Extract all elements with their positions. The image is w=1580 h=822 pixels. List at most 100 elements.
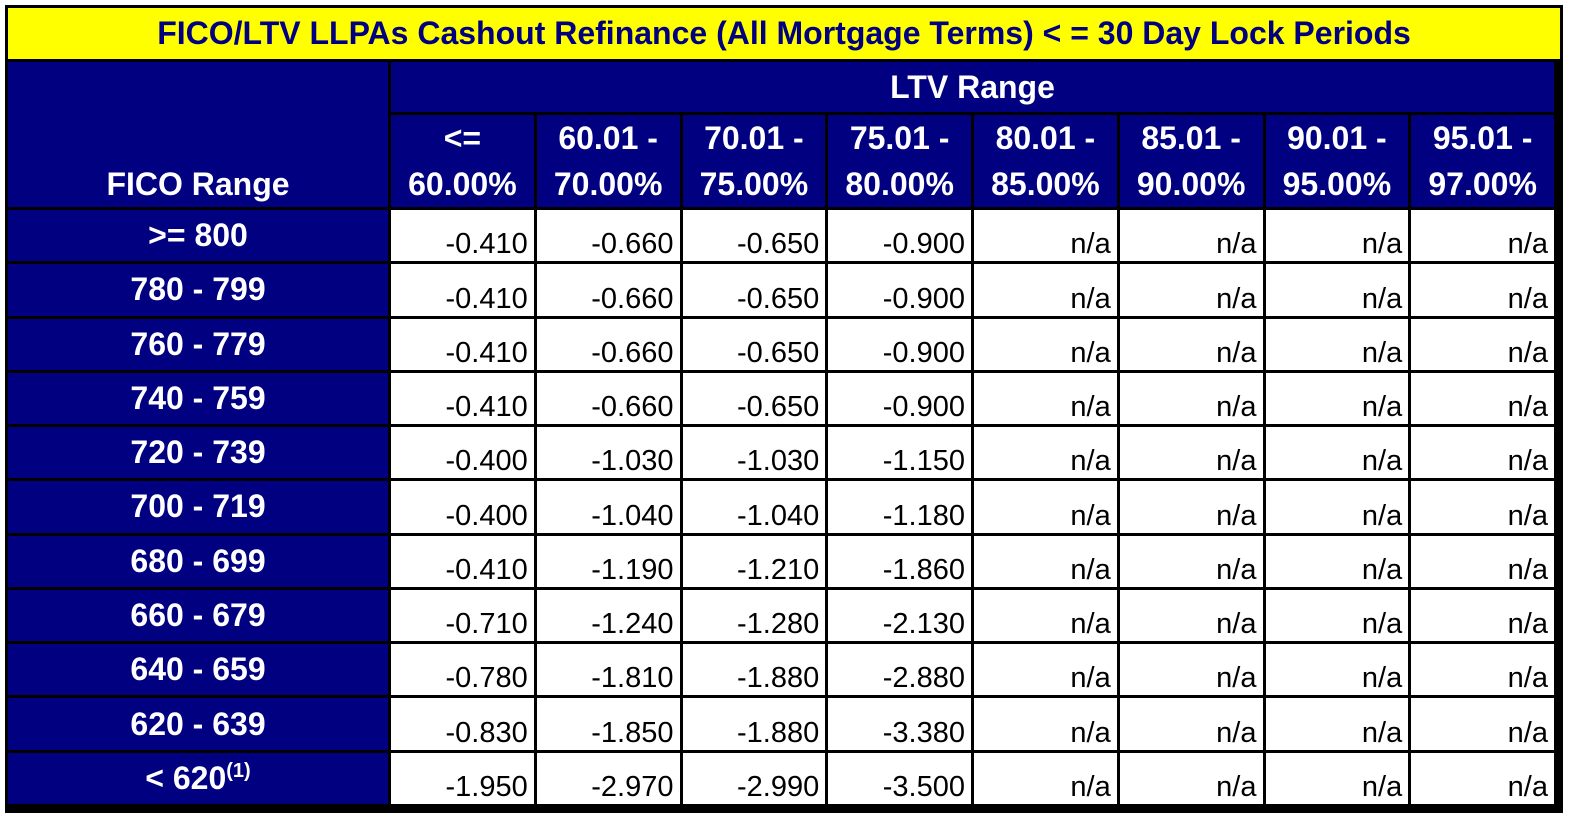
llpa-value-cell: n/a <box>1119 210 1263 262</box>
llpa-value-cell: n/a <box>1119 372 1263 425</box>
fico-range-label: 700 - 719 <box>130 488 266 525</box>
llpa-value-cell: n/a <box>1265 644 1409 696</box>
llpa-value-cell: -0.660 <box>536 372 680 425</box>
llpa-value-cell: -1.880 <box>682 644 826 696</box>
llpa-value-cell: -0.900 <box>828 372 971 425</box>
llpa-value-cell: n/a <box>1411 318 1554 370</box>
llpa-value-cell: n/a <box>1411 481 1554 533</box>
llpa-value-cell: n/a <box>1411 427 1554 479</box>
ltv-column-header-line2: 97.00% <box>1428 166 1537 202</box>
llpa-table: FICO Range LTV Range <= 60.00% 60.01 - 70.0… <box>5 59 1557 807</box>
llpa-value-cell: -1.150 <box>828 427 971 479</box>
llpa-value-cell: -0.410 <box>391 264 534 316</box>
llpa-value-cell: n/a <box>1119 752 1263 804</box>
ltv-column-header: 95.01 - 97.00% <box>1411 115 1554 207</box>
llpa-value-cell: -0.650 <box>682 318 826 370</box>
ltv-column-header-line1: 75.01 - <box>849 120 950 156</box>
llpa-value-cell: -1.030 <box>536 427 680 479</box>
table-title: FICO/LTV LLPAs Cashout Refinance (All Mo… <box>8 8 1560 59</box>
ltv-column-header: 85.01 - 90.00% <box>1119 115 1263 207</box>
llpa-value-cell: -0.900 <box>828 318 971 370</box>
llpa-value-cell: n/a <box>1119 481 1263 533</box>
llpa-value-cell: n/a <box>1119 535 1263 587</box>
fico-range-cell: < 620(1) <box>8 752 388 804</box>
llpa-value-cell: n/a <box>1411 210 1554 262</box>
ltv-column-header-line1: 80.01 - <box>995 120 1096 156</box>
llpa-value-cell: -2.990 <box>682 752 826 804</box>
ltv-column-header: <= 60.00% <box>391 115 534 207</box>
table-row: 660 - 679 -0.710 -1.240 -1.280 -2.130 n/a n/a n… <box>8 589 1554 642</box>
ltv-column-header: 90.01 - 95.00% <box>1265 115 1409 207</box>
llpa-value-cell: n/a <box>1265 589 1409 642</box>
llpa-value-cell: -0.650 <box>682 264 826 316</box>
llpa-value-cell: -0.900 <box>828 264 971 316</box>
llpa-value-cell: -1.180 <box>828 481 971 533</box>
llpa-value-cell: n/a <box>1119 644 1263 696</box>
llpa-value-cell: -0.400 <box>391 481 534 533</box>
llpa-value-cell: -0.660 <box>536 264 680 316</box>
fico-range-label: >= 800 <box>148 217 248 254</box>
llpa-value-cell: n/a <box>1411 589 1554 642</box>
fico-range-cell: 640 - 659 <box>8 644 388 696</box>
ltv-column-header-line1: 70.01 - <box>704 120 804 156</box>
llpa-value-cell: -1.240 <box>536 589 680 642</box>
llpa-value-cell: n/a <box>1265 372 1409 425</box>
ltv-column-header-line2: 60.00% <box>408 166 517 202</box>
ltv-range-header: LTV Range <box>391 62 1554 112</box>
fico-range-label: 660 - 679 <box>130 596 266 633</box>
fico-range-cell: >= 800 <box>8 210 388 262</box>
ltv-column-header-line2: 70.00% <box>553 166 663 202</box>
llpa-value-cell: -1.880 <box>682 698 826 750</box>
llpa-value-cell: n/a <box>974 210 1117 262</box>
llpa-value-cell: n/a <box>1119 589 1263 642</box>
llpa-value-cell: n/a <box>974 752 1117 804</box>
llpa-value-cell: -0.660 <box>536 318 680 370</box>
table-row: 740 - 759 -0.410 -0.660 -0.650 -0.900 n/a n/a n… <box>8 372 1554 425</box>
table-row: 780 - 799 -0.410 -0.660 -0.650 -0.900 n/a n/a n… <box>8 264 1554 316</box>
llpa-value-cell: n/a <box>1411 644 1554 696</box>
ltv-column-header: 60.01 - 70.00% <box>536 115 680 207</box>
ltv-column-header-line1: 90.01 - <box>1287 120 1387 156</box>
llpa-value-cell: n/a <box>974 264 1117 316</box>
llpa-value-cell: -1.210 <box>682 535 826 587</box>
llpa-value-cell: -1.030 <box>682 427 826 479</box>
llpa-value-cell: -1.950 <box>391 752 534 804</box>
llpa-value-cell: n/a <box>1119 427 1263 479</box>
ltv-column-header: 80.01 - 85.00% <box>974 115 1117 207</box>
fico-range-label: 680 - 699 <box>130 542 266 579</box>
llpa-value-cell: -2.130 <box>828 589 971 642</box>
table-row: 760 - 779 -0.410 -0.660 -0.650 -0.900 n/a n/a n… <box>8 318 1554 370</box>
fico-range-cell: 660 - 679 <box>8 589 388 642</box>
table-row: 640 - 659 -0.780 -1.810 -1.880 -2.880 n/a n/a n… <box>8 644 1554 696</box>
llpa-value-cell: -0.650 <box>682 210 826 262</box>
ltv-column-header-line2: 80.00% <box>845 166 954 202</box>
ltv-column-header: 70.01 - 75.00% <box>682 115 826 207</box>
llpa-value-cell: -1.860 <box>828 535 971 587</box>
ltv-column-header-line2: 75.00% <box>699 166 809 202</box>
llpa-value-cell: n/a <box>974 698 1117 750</box>
llpa-value-cell: -1.040 <box>682 481 826 533</box>
fico-range-label: 760 - 779 <box>130 325 266 362</box>
llpa-value-cell: n/a <box>1265 481 1409 533</box>
llpa-value-cell: -1.190 <box>536 535 680 587</box>
fico-range-cell: 740 - 759 <box>8 372 388 425</box>
llpa-value-cell: -1.040 <box>536 481 680 533</box>
fico-range-label: < 620 <box>145 759 227 796</box>
llpa-value-cell: n/a <box>1265 427 1409 479</box>
llpa-value-cell: n/a <box>1411 752 1554 804</box>
llpa-value-cell: -2.880 <box>828 644 971 696</box>
llpa-value-cell: -2.970 <box>536 752 680 804</box>
llpa-value-cell: n/a <box>974 318 1117 370</box>
table-row: 700 - 719 -0.400 -1.040 -1.040 -1.180 n/a n/a n… <box>8 481 1554 533</box>
ltv-column-header-line1: 60.01 - <box>558 120 658 156</box>
llpa-value-cell: n/a <box>1119 264 1263 316</box>
table-row: 620 - 639 -0.830 -1.850 -1.880 -3.380 n/a n/a n… <box>8 698 1554 750</box>
llpa-value-cell: -0.410 <box>391 372 534 425</box>
table-row: < 620(1) -1.950 -2.970 -2.990 -3.500 n/a n/a n/… <box>8 752 1554 804</box>
llpa-value-cell: -0.780 <box>391 644 534 696</box>
llpa-value-cell: n/a <box>1265 535 1409 587</box>
llpa-table-frame: FICO/LTV LLPAs Cashout Refinance (All Mo… <box>5 5 1563 813</box>
llpa-value-cell: n/a <box>1411 264 1554 316</box>
llpa-value-cell: n/a <box>1411 535 1554 587</box>
llpa-value-cell: n/a <box>1411 372 1554 425</box>
